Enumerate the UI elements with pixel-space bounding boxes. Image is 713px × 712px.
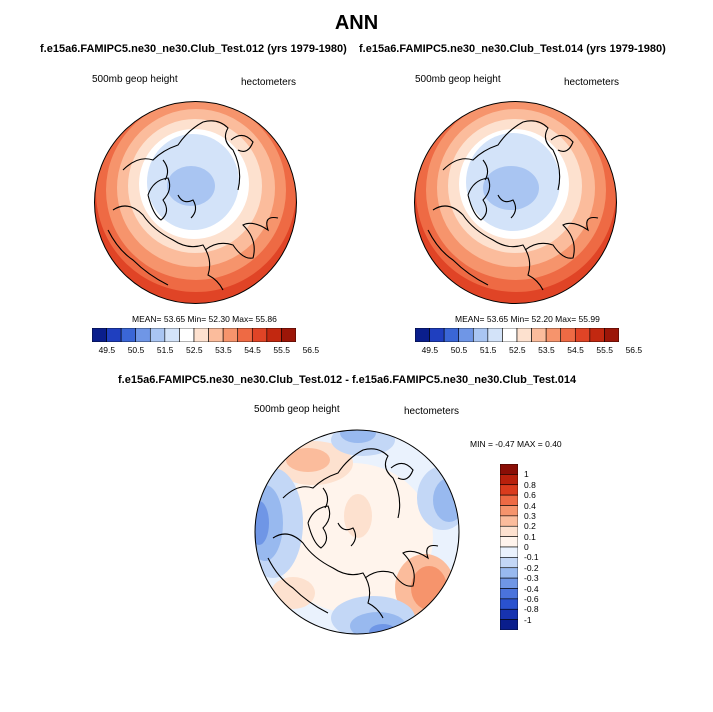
colorbar-tick-label: 50.5 <box>127 345 145 355</box>
colorbar-tick-label: 0.8 <box>524 479 536 490</box>
panel2-title: f.e15a6.FAMIPC5.ne30_ne30.Club_Test.014 … <box>359 43 666 55</box>
panel2-left-label: 500mb geop height <box>415 74 501 85</box>
colorbar-swatch <box>500 484 518 496</box>
colorbar-swatch <box>120 328 137 342</box>
colorbar-tick-label: 0.2 <box>524 521 536 532</box>
colorbar-tick-label: 1 <box>524 469 529 480</box>
colorbar-swatch <box>500 546 518 558</box>
colorbar-swatch <box>208 328 224 342</box>
colorbar-swatch <box>500 567 518 579</box>
colorbar-tick-label: 53.5 <box>538 345 555 355</box>
colorbar-swatch <box>443 328 460 342</box>
colorbar-swatch <box>251 328 268 342</box>
colorbar-tick-label: -0.2 <box>524 562 539 573</box>
colorbar-swatch <box>500 588 518 600</box>
panel1-colorbar-labels: 49.5 50.5 51.5 52.5 53.5 54.5 55.5 56.5 <box>92 345 320 357</box>
colorbar-tick-label: -0.3 <box>524 573 539 584</box>
main-title: ANN <box>334 12 379 34</box>
colorbar-swatch <box>500 464 518 475</box>
panel3-left-label: 500mb geop height <box>254 404 340 415</box>
panel1-title: f.e15a6.FAMIPC5.ne30_ne30.Club_Test.012 … <box>40 43 347 55</box>
colorbar-swatch <box>266 328 282 342</box>
colorbar-swatch <box>193 328 209 342</box>
colorbar-tick-label: 56.5 <box>625 345 643 355</box>
panel3-title: f.e15a6.FAMIPC5.ne30_ne30.Club_Test.012 … <box>118 374 577 386</box>
panel3-stats: MIN = -0.47 MAX = 0.40 <box>470 439 562 449</box>
colorbar-tick-label: -0.1 <box>524 552 539 563</box>
colorbar-swatch <box>560 328 576 342</box>
panel2-right-label: hectometers <box>564 77 620 88</box>
colorbar-swatch <box>545 328 562 342</box>
colorbar-swatch <box>500 474 518 486</box>
colorbar-swatch <box>429 328 445 342</box>
colorbar-tick-label: 50.5 <box>450 345 468 355</box>
colorbar-tick-label: 52.5 <box>509 345 526 355</box>
colorbar-swatch <box>500 536 518 548</box>
colorbar-swatch <box>472 328 489 342</box>
colorbar-tick-label: 55.5 <box>273 345 290 355</box>
colorbar-swatch <box>500 577 518 589</box>
colorbar-tick-label: 0.6 <box>524 490 536 501</box>
colorbar-swatch <box>502 328 518 342</box>
colorbar-swatch <box>222 328 239 342</box>
colorbar-tick-label: 0.1 <box>524 531 536 542</box>
colorbar-tick-label: -1 <box>524 614 532 625</box>
colorbar-tick-label: -0.6 <box>524 593 539 604</box>
colorbar-swatch <box>458 328 474 342</box>
panel3-right-label: hectometers <box>404 406 460 417</box>
colorbar-swatch <box>574 328 591 342</box>
colorbar-tick-label: -0.8 <box>524 604 539 615</box>
panel1-stats: MEAN= 53.65 Min= 52.30 Max= 55.86 <box>132 314 277 324</box>
panel3-colorbar <box>500 464 518 630</box>
colorbar-swatch <box>500 494 518 506</box>
colorbar-swatch <box>487 328 503 342</box>
colorbar-swatch <box>164 328 180 342</box>
colorbar-tick-label: 51.5 <box>479 345 497 355</box>
colorbar-swatch <box>92 328 107 342</box>
panel1-polar-map <box>94 101 297 304</box>
panel2-colorbar-labels: 49.5 50.5 51.5 52.5 53.5 54.5 55.5 56.5 <box>415 345 643 357</box>
colorbar-tick-label: 54.5 <box>567 345 584 355</box>
colorbar-tick-label: 49.5 <box>421 345 439 355</box>
colorbar-tick-label: 52.5 <box>186 345 203 355</box>
colorbar-swatch <box>604 328 619 342</box>
colorbar-swatch <box>531 328 547 342</box>
panel1-colorbar <box>92 328 296 342</box>
colorbar-swatch <box>237 328 253 342</box>
colorbar-swatch <box>516 328 532 342</box>
colorbar-swatch <box>500 505 518 517</box>
colorbar-tick-label: 54.5 <box>244 345 261 355</box>
colorbar-swatch <box>500 557 518 569</box>
colorbar-swatch <box>500 608 518 620</box>
colorbar-tick-label: 49.5 <box>98 345 116 355</box>
colorbar-tick-label: 0.4 <box>524 500 536 511</box>
colorbar-swatch <box>500 515 518 527</box>
colorbar-tick-label: 55.5 <box>596 345 613 355</box>
colorbar-swatch <box>179 328 195 342</box>
colorbar-tick-label: 0 <box>524 542 529 552</box>
panel1-left-label: 500mb geop height <box>92 74 178 85</box>
panel1-right-label: hectometers <box>241 77 297 88</box>
colorbar-tick-label: 53.5 <box>215 345 232 355</box>
colorbar-swatch <box>135 328 151 342</box>
panel2-polar-map <box>414 101 617 304</box>
colorbar-swatch <box>500 598 518 610</box>
colorbar-tick-label: 0.3 <box>524 510 536 521</box>
colorbar-tick-label: 56.5 <box>302 345 320 355</box>
colorbar-tick-label: 51.5 <box>156 345 174 355</box>
colorbar-tick-label: -0.4 <box>524 583 539 594</box>
panel2-stats: MEAN= 53.65 Min= 52.20 Max= 55.99 <box>455 314 600 324</box>
colorbar-swatch <box>500 525 518 537</box>
colorbar-swatch <box>589 328 605 342</box>
panel3-colorbar-labels: 1 0.8 0.6 0.4 0.3 0.2 0.1 0 -0.1 -0.2 -0.3 -0.4 -0.6… <box>524 464 564 630</box>
panel3-polar-map <box>254 429 460 635</box>
colorbar-swatch <box>149 328 166 342</box>
colorbar-swatch <box>415 328 430 342</box>
colorbar-swatch <box>106 328 122 342</box>
colorbar-swatch <box>500 619 518 630</box>
panel2-colorbar <box>415 328 619 342</box>
colorbar-swatch <box>281 328 296 342</box>
